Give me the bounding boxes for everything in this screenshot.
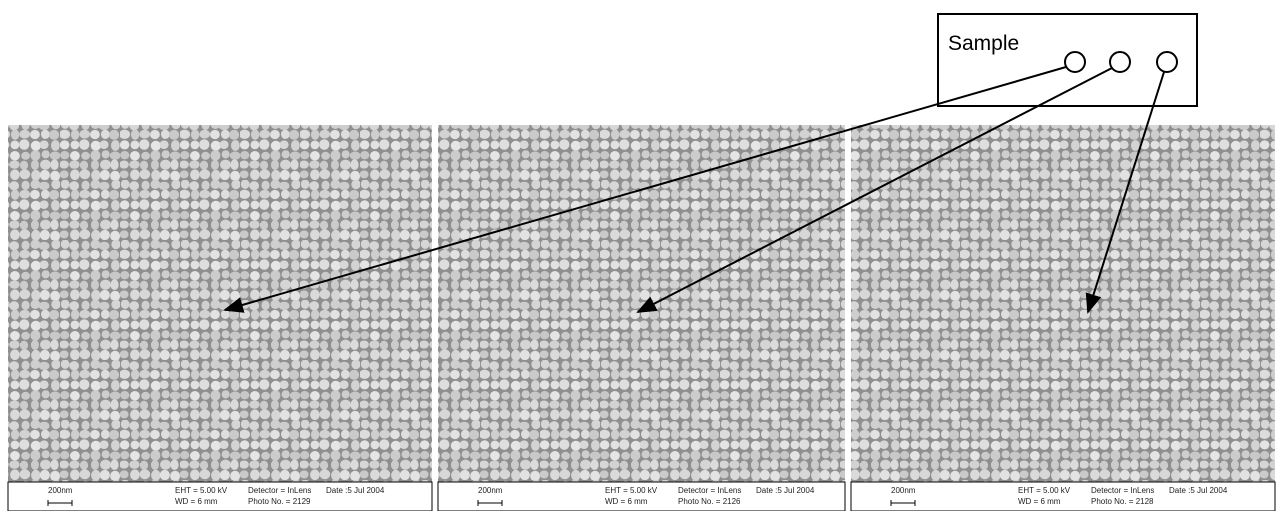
detector-label: Detector = InLens [678, 486, 741, 495]
info-bar [7, 481, 433, 511]
photo-label: Photo No. = 2126 [678, 497, 741, 506]
arrow [1085, 71, 1165, 314]
eht-label: EHT = 5.00 kV [1018, 486, 1071, 495]
scale-label: 200nm [48, 486, 73, 495]
scale-label: 200nm [478, 486, 503, 495]
scale-bar [47, 500, 73, 506]
info-bar [850, 481, 1276, 511]
scale-bar [477, 500, 503, 506]
sem-panel: 200nm EHT = 5.00 kV WD = 6 mm Detector = In… [437, 125, 846, 511]
photo-label: Photo No. = 2129 [248, 497, 311, 506]
info-bar [437, 481, 846, 511]
photo-label: Photo No. = 2128 [1091, 497, 1154, 506]
sem-image [8, 125, 432, 482]
date-label: Date :5 Jul 2004 [1169, 486, 1228, 495]
scale-bar [890, 500, 916, 506]
sem-panel: 200nm EHT = 5.00 kV WD = 6 mm Detector = In… [7, 125, 433, 511]
eht-label: EHT = 5.00 kV [175, 486, 228, 495]
sample-spot [1109, 51, 1131, 73]
arrow [223, 66, 1067, 313]
arrow [636, 67, 1113, 313]
sample-spot [1064, 51, 1086, 73]
wd-label: WD = 6 mm [175, 497, 218, 506]
sample-label: Sample [948, 32, 1019, 55]
date-label: Date :5 Jul 2004 [756, 486, 815, 495]
eht-label: EHT = 5.00 kV [605, 486, 658, 495]
detector-label: Detector = InLens [248, 486, 311, 495]
sem-image [851, 125, 1275, 482]
date-label: Date :5 Jul 2004 [326, 486, 385, 495]
wd-label: WD = 6 mm [1018, 497, 1061, 506]
wd-label: WD = 6 mm [605, 497, 648, 506]
sem-image [438, 125, 845, 482]
scale-label: 200nm [891, 486, 916, 495]
sample-spot [1156, 51, 1178, 73]
sem-panel: 200nm EHT = 5.00 kV WD = 6 mm Detector = In… [850, 125, 1276, 511]
detector-label: Detector = InLens [1091, 486, 1154, 495]
